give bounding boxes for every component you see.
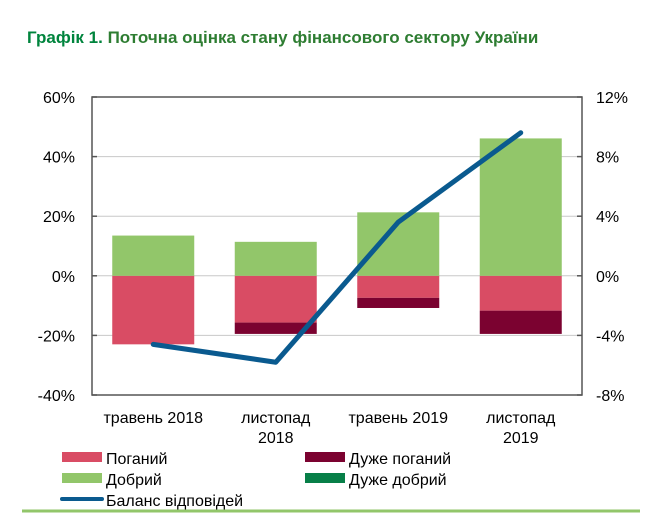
bar-Добрий [112,235,195,276]
right-tick-label: -4% [596,328,624,345]
x-tick-label: листопад [486,410,556,427]
left-tick-label: -20% [38,328,75,345]
x-tick-label: травень 2019 [348,410,448,427]
right-tick-label: 8% [596,150,619,167]
bar-Поганий [112,275,195,345]
left-tick-label: -40% [38,388,75,405]
left-tick-label: 60% [43,90,75,107]
bar-Добрий [234,241,317,276]
bar-Дуже поганий [357,297,440,308]
right-tick-label: 12% [596,90,628,107]
legend-swatch [305,473,345,483]
plot-frame [91,96,583,396]
bar-Поганий [357,275,440,298]
left-tick-label: 0% [52,269,75,286]
legend-label: Дуже добрий [349,472,447,489]
bar-Дуже поганий [479,310,562,334]
x-tick-label: травень 2018 [103,410,203,427]
x-tick-label: листопад [241,410,311,427]
right-tick-label: 4% [596,209,619,226]
legend-label: Поганий [106,451,168,468]
legend-label: Добрий [106,472,162,489]
legend-swatch [305,452,345,462]
bar-Поганий [234,275,317,323]
chart-title: Графік 1. Поточна оцінка стану фінансово… [27,28,538,48]
line-series [150,130,524,365]
chart-title-text: Поточна оцінка стану фінансового сектору… [107,28,539,47]
right-tick-label: -8% [596,388,624,405]
chart-title-prefix: Графік 1. [27,28,103,47]
legend-swatch [62,473,102,483]
bar-Дуже поганий [234,322,317,334]
legend-label: Дуже поганий [349,451,451,468]
x-tick-label: 2019 [503,430,539,447]
bar-Поганий [479,275,562,311]
right-tick-label: 0% [596,269,619,286]
left-tick-label: 20% [43,209,75,226]
legend-label: Баланс відповідей [106,493,243,510]
bar-Добрий [479,138,562,276]
x-tick-label: 2018 [258,430,294,447]
legend-swatch [62,452,102,462]
left-tick-label: 40% [43,150,75,167]
bar-Добрий [357,212,440,276]
